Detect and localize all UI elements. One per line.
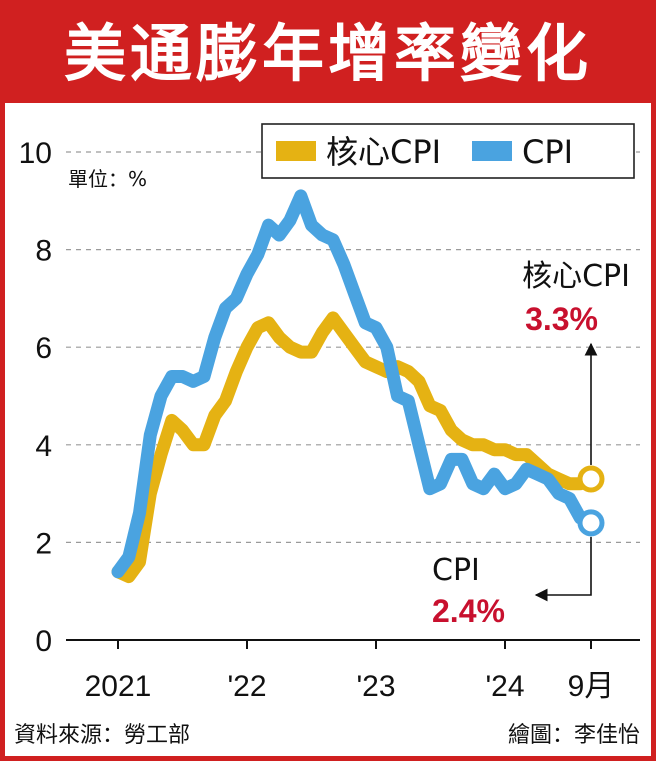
series-endpoint: [577, 509, 605, 537]
annotation-arrow: [534, 536, 592, 602]
y-tick-label: 0: [35, 625, 52, 658]
annotation-label: 核心CPI: [522, 259, 630, 294]
x-tick-label: 2021: [85, 670, 152, 703]
series-line: [111, 189, 598, 579]
annotation-value: 3.3%: [525, 301, 598, 337]
legend-box: [261, 123, 635, 179]
y-tick-label: 8: [35, 235, 52, 268]
annotation-label: CPI: [432, 553, 480, 588]
x-tick-label: 9月: [568, 670, 615, 703]
chart-title: 美通膨年增率變化: [63, 17, 592, 90]
legend-label: 核心CPI: [326, 133, 441, 171]
y-tick-label: 6: [35, 332, 52, 365]
x-tick-label: '22: [227, 670, 266, 703]
x-tick-label: '23: [356, 670, 395, 703]
credit-note: 繪圖：李佳怡: [508, 723, 640, 748]
annotation-value: 2.4%: [432, 593, 505, 629]
legend-swatch: [472, 141, 512, 161]
x-tick-label: '24: [485, 670, 524, 703]
y-tick-label: 2: [35, 527, 52, 560]
title-bar: 美通膨年增率變化: [5, 5, 651, 103]
series-endpoint: [577, 465, 605, 493]
series-line: [111, 311, 598, 584]
y-tick-label: 4: [35, 430, 52, 463]
legend-swatch: [276, 141, 316, 161]
unit-label: 單位：%: [68, 167, 147, 191]
legend-label: CPI: [522, 133, 573, 171]
y-tick-label: 10: [19, 137, 52, 170]
source-note: 資料來源：勞工部: [14, 723, 190, 748]
